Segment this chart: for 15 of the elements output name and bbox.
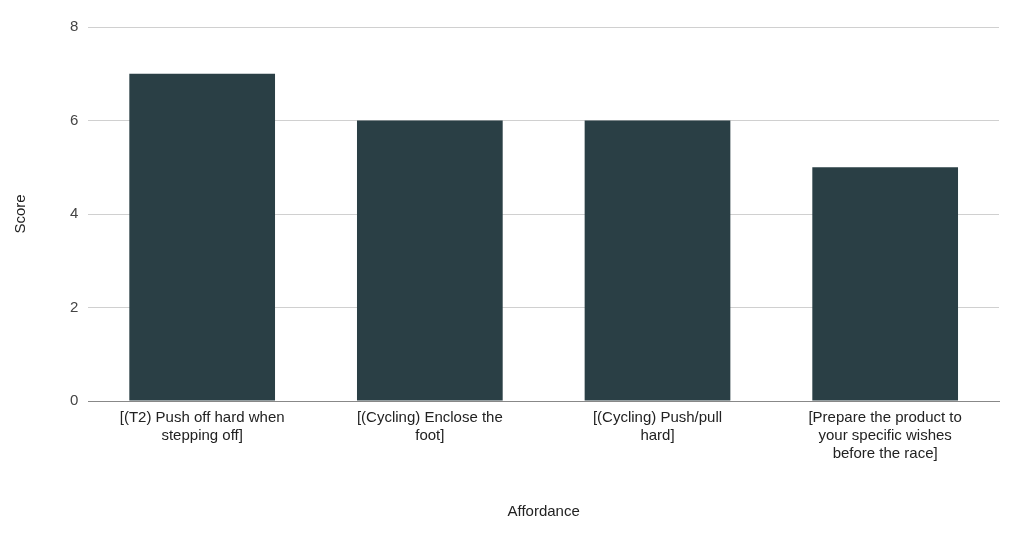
y-tick-label: 0 <box>70 391 79 409</box>
bar <box>356 120 503 401</box>
y-tick-label: 6 <box>70 110 79 128</box>
y-axis-title: Score <box>11 194 29 234</box>
x-tick-label: [(Cycling) Push/pull hard] <box>592 408 723 444</box>
x-tick-label: [(T2) Push off hard when stepping off] <box>119 408 285 444</box>
y-tick-label: 4 <box>70 204 79 222</box>
x-tick-label: [Prepare the product to your specific wishes before the race] <box>808 408 962 462</box>
y-tick-label: 2 <box>70 297 79 315</box>
x-axis-title: Affordance <box>507 502 580 520</box>
bar <box>129 73 276 401</box>
bar <box>584 120 731 401</box>
x-tick-label: [(Cycling) Enclose the foot] <box>356 408 503 444</box>
bar <box>812 167 959 401</box>
y-tick-label: 8 <box>70 17 79 35</box>
